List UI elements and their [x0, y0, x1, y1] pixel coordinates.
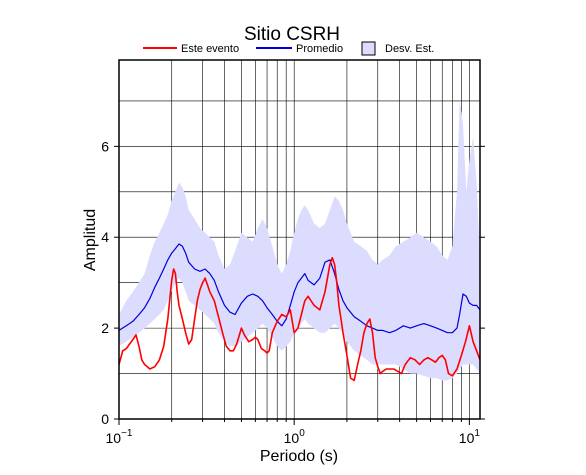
legend: Este evento Promedio Desv. Est.	[143, 41, 434, 56]
legend-swatch-desv-est	[361, 41, 376, 56]
std-dev-band	[119, 100, 480, 381]
plot-frame	[118, 59, 481, 420]
series-line-este-evento	[118, 256, 481, 382]
series-line-promedio	[118, 243, 481, 334]
y-tick-label: 6	[101, 138, 109, 154]
y-axis-label: Amplitud	[82, 209, 99, 271]
y-tick-label: 0	[101, 411, 109, 427]
x-axis-label: Periodo (s)	[260, 448, 338, 465]
y-tick-label: 2	[101, 320, 109, 336]
plot-area: 0 2 4 6 10−1 100 101	[101, 59, 485, 446]
x-tick-label: 10−1	[106, 428, 133, 446]
y-tick-label: 4	[101, 229, 109, 245]
chart-title: Sitio CSRH	[244, 24, 340, 45]
legend-label-este-evento: Este evento	[181, 43, 239, 55]
x-tick-label: 101	[459, 428, 481, 446]
legend-label-promedio: Promedio	[296, 43, 343, 55]
x-tick-label: 100	[284, 428, 306, 446]
legend-label-desv-est: Desv. Est.	[385, 43, 434, 55]
